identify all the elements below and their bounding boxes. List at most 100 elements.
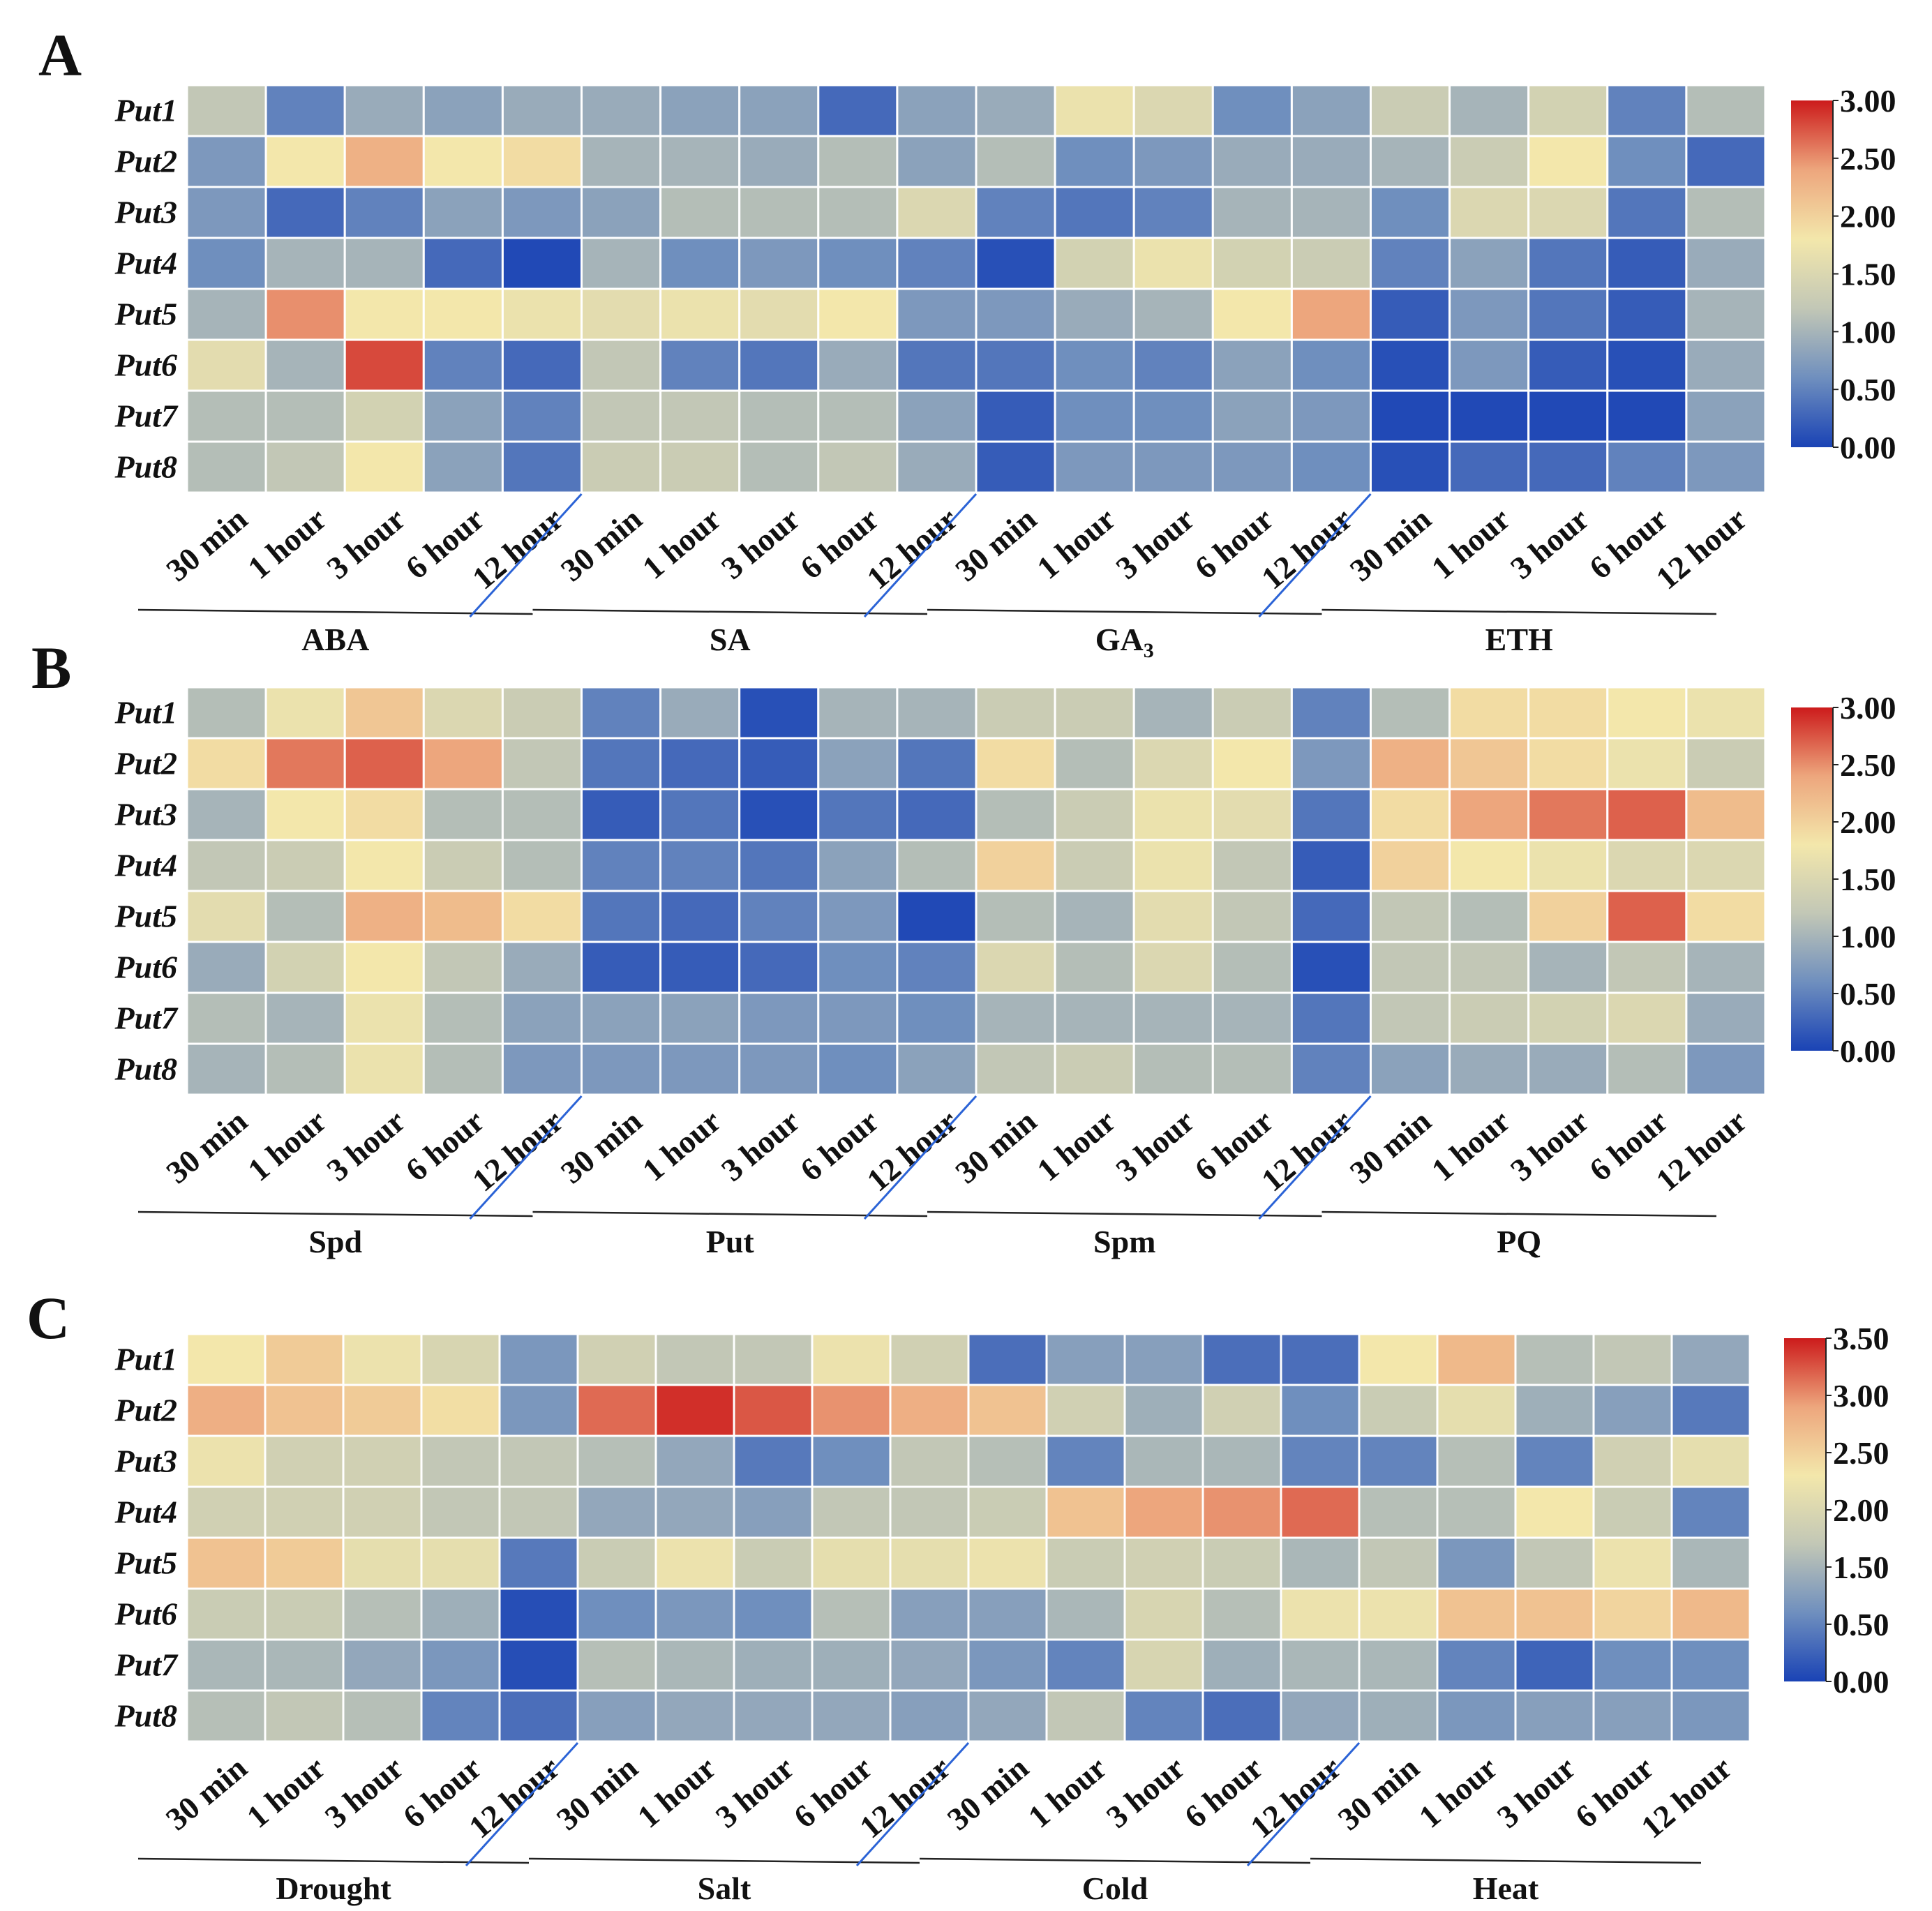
- heatmap-cell: [1123, 1638, 1204, 1692]
- heatmap-cell: [654, 1536, 735, 1590]
- heatmap-cell: [1290, 287, 1372, 341]
- heatmap-cell: [659, 890, 741, 943]
- heatmap-cell: [1370, 737, 1451, 790]
- heatmap-cell: [1290, 186, 1372, 239]
- row-label: Put8: [114, 449, 177, 485]
- column-label: 12 hour: [860, 1103, 964, 1199]
- heatmap-cell: [1606, 788, 1688, 841]
- heatmap-cell: [186, 287, 267, 341]
- heatmap-cell: [1527, 991, 1609, 1045]
- heatmap-cell: [738, 338, 820, 392]
- heatmap-cell: [264, 1536, 345, 1590]
- heatmap-cell: [1514, 1333, 1595, 1386]
- heatmap-cell: [1370, 338, 1451, 392]
- heatmap-cell: [498, 1485, 579, 1539]
- color-scale-tick-label: 3.50: [1833, 1321, 1889, 1356]
- heatmap-cell: [1448, 991, 1530, 1045]
- heatmap-cell: [1514, 1587, 1595, 1641]
- heatmap-cell: [186, 440, 267, 494]
- heatmap-cell: [264, 1434, 345, 1488]
- heatmap-cell: [1054, 991, 1135, 1045]
- column-label: 1 hour: [631, 1750, 723, 1835]
- heatmap-cell: [659, 135, 741, 188]
- heatmap-cell: [1358, 1434, 1439, 1488]
- heatmap-cell: [264, 686, 346, 740]
- heatmap-cell: [1670, 1638, 1751, 1692]
- heatmap-cell: [896, 839, 978, 892]
- heatmap-cell: [1370, 186, 1451, 239]
- heatmap-cell: [1527, 135, 1609, 188]
- heatmap-cell: [1606, 237, 1688, 290]
- heatmap-cell: [576, 1638, 657, 1692]
- heatmap-cell: [896, 890, 978, 943]
- heatmap-cell: [896, 338, 978, 392]
- heatmap-cell: [1054, 1042, 1135, 1096]
- group-separator: [469, 1095, 583, 1220]
- heatmap-cell: [422, 1042, 504, 1096]
- color-scale-tick-label: 2.50: [1833, 1435, 1889, 1471]
- group-label: PQ: [1497, 1224, 1541, 1259]
- heatmap-cell: [896, 135, 978, 188]
- heatmap-cell: [896, 991, 978, 1045]
- heatmap-cell: [343, 237, 425, 290]
- heatmap-cell: [186, 1384, 267, 1437]
- group-label: Spm: [1093, 1224, 1155, 1259]
- heatmap-cell: [1527, 839, 1609, 892]
- heatmap-cell: [1606, 737, 1688, 790]
- heatmap-cell: [420, 1689, 501, 1743]
- heatmap-cell: [738, 1042, 820, 1096]
- heatmap-cell: [1527, 84, 1609, 137]
- column-label: 3 hour: [1490, 1750, 1582, 1835]
- heatmap-cell: [186, 839, 267, 892]
- heatmap-cell: [896, 440, 978, 494]
- heatmap-cell: [1123, 1384, 1204, 1437]
- column-label: 1 hour: [1425, 1103, 1517, 1188]
- heatmap-cell: [1527, 287, 1609, 341]
- group-underline: [532, 608, 928, 615]
- heatmap-cell: [1370, 389, 1451, 443]
- row-label: Put4: [114, 1494, 177, 1530]
- heatmap-cell: [186, 389, 267, 443]
- heatmap-cell: [501, 287, 583, 341]
- heatmap-cell: [1211, 338, 1293, 392]
- group-label: SA: [710, 622, 751, 657]
- heatmap-cell: [659, 287, 741, 341]
- column-label: 3 hour: [1504, 501, 1596, 586]
- heatmap-cell: [1211, 737, 1293, 790]
- heatmap-cell: [264, 940, 346, 994]
- heatmap-cell: [1132, 686, 1214, 740]
- heatmap-cell: [1370, 839, 1451, 892]
- heatmap-cell: [1211, 186, 1293, 239]
- heatmap-cell: [1132, 135, 1214, 188]
- heatmap-cell: [1448, 389, 1530, 443]
- heatmap-cell: [264, 991, 346, 1045]
- heatmap-cell: [186, 135, 267, 188]
- color-scale-tick-label: 2.00: [1833, 1492, 1889, 1528]
- heatmap-cell: [1201, 1536, 1282, 1590]
- group-underline: [1321, 608, 1717, 615]
- heatmap-cell: [967, 1485, 1048, 1539]
- heatmap-cell: [1685, 84, 1767, 137]
- heatmap-cell: [186, 1689, 267, 1743]
- heatmap-cell: [654, 1638, 735, 1692]
- heatmap-cell: [264, 389, 346, 443]
- column-label: 12 hour: [465, 501, 569, 597]
- heatmap-cell: [1685, 940, 1767, 994]
- heatmap-cell: [896, 940, 978, 994]
- heatmap-cell: [975, 389, 1056, 443]
- column-label: 30 min: [550, 1750, 645, 1837]
- heatmap-cell: [1201, 1485, 1282, 1539]
- heatmap-cell: [733, 1485, 814, 1539]
- group-label: Drought: [276, 1871, 391, 1906]
- heatmap-cell: [1290, 890, 1372, 943]
- heatmap-cell: [738, 991, 820, 1045]
- heatmap-cell: [186, 237, 267, 290]
- heatmap-cell: [1280, 1384, 1361, 1437]
- heatmap-cell: [1685, 338, 1767, 392]
- row-label: Put5: [114, 1545, 177, 1581]
- heatmap-cell: [1132, 991, 1214, 1045]
- heatmap-cell: [1280, 1536, 1361, 1590]
- heatmap-cell: [343, 389, 425, 443]
- heatmap-cell: [1280, 1587, 1361, 1641]
